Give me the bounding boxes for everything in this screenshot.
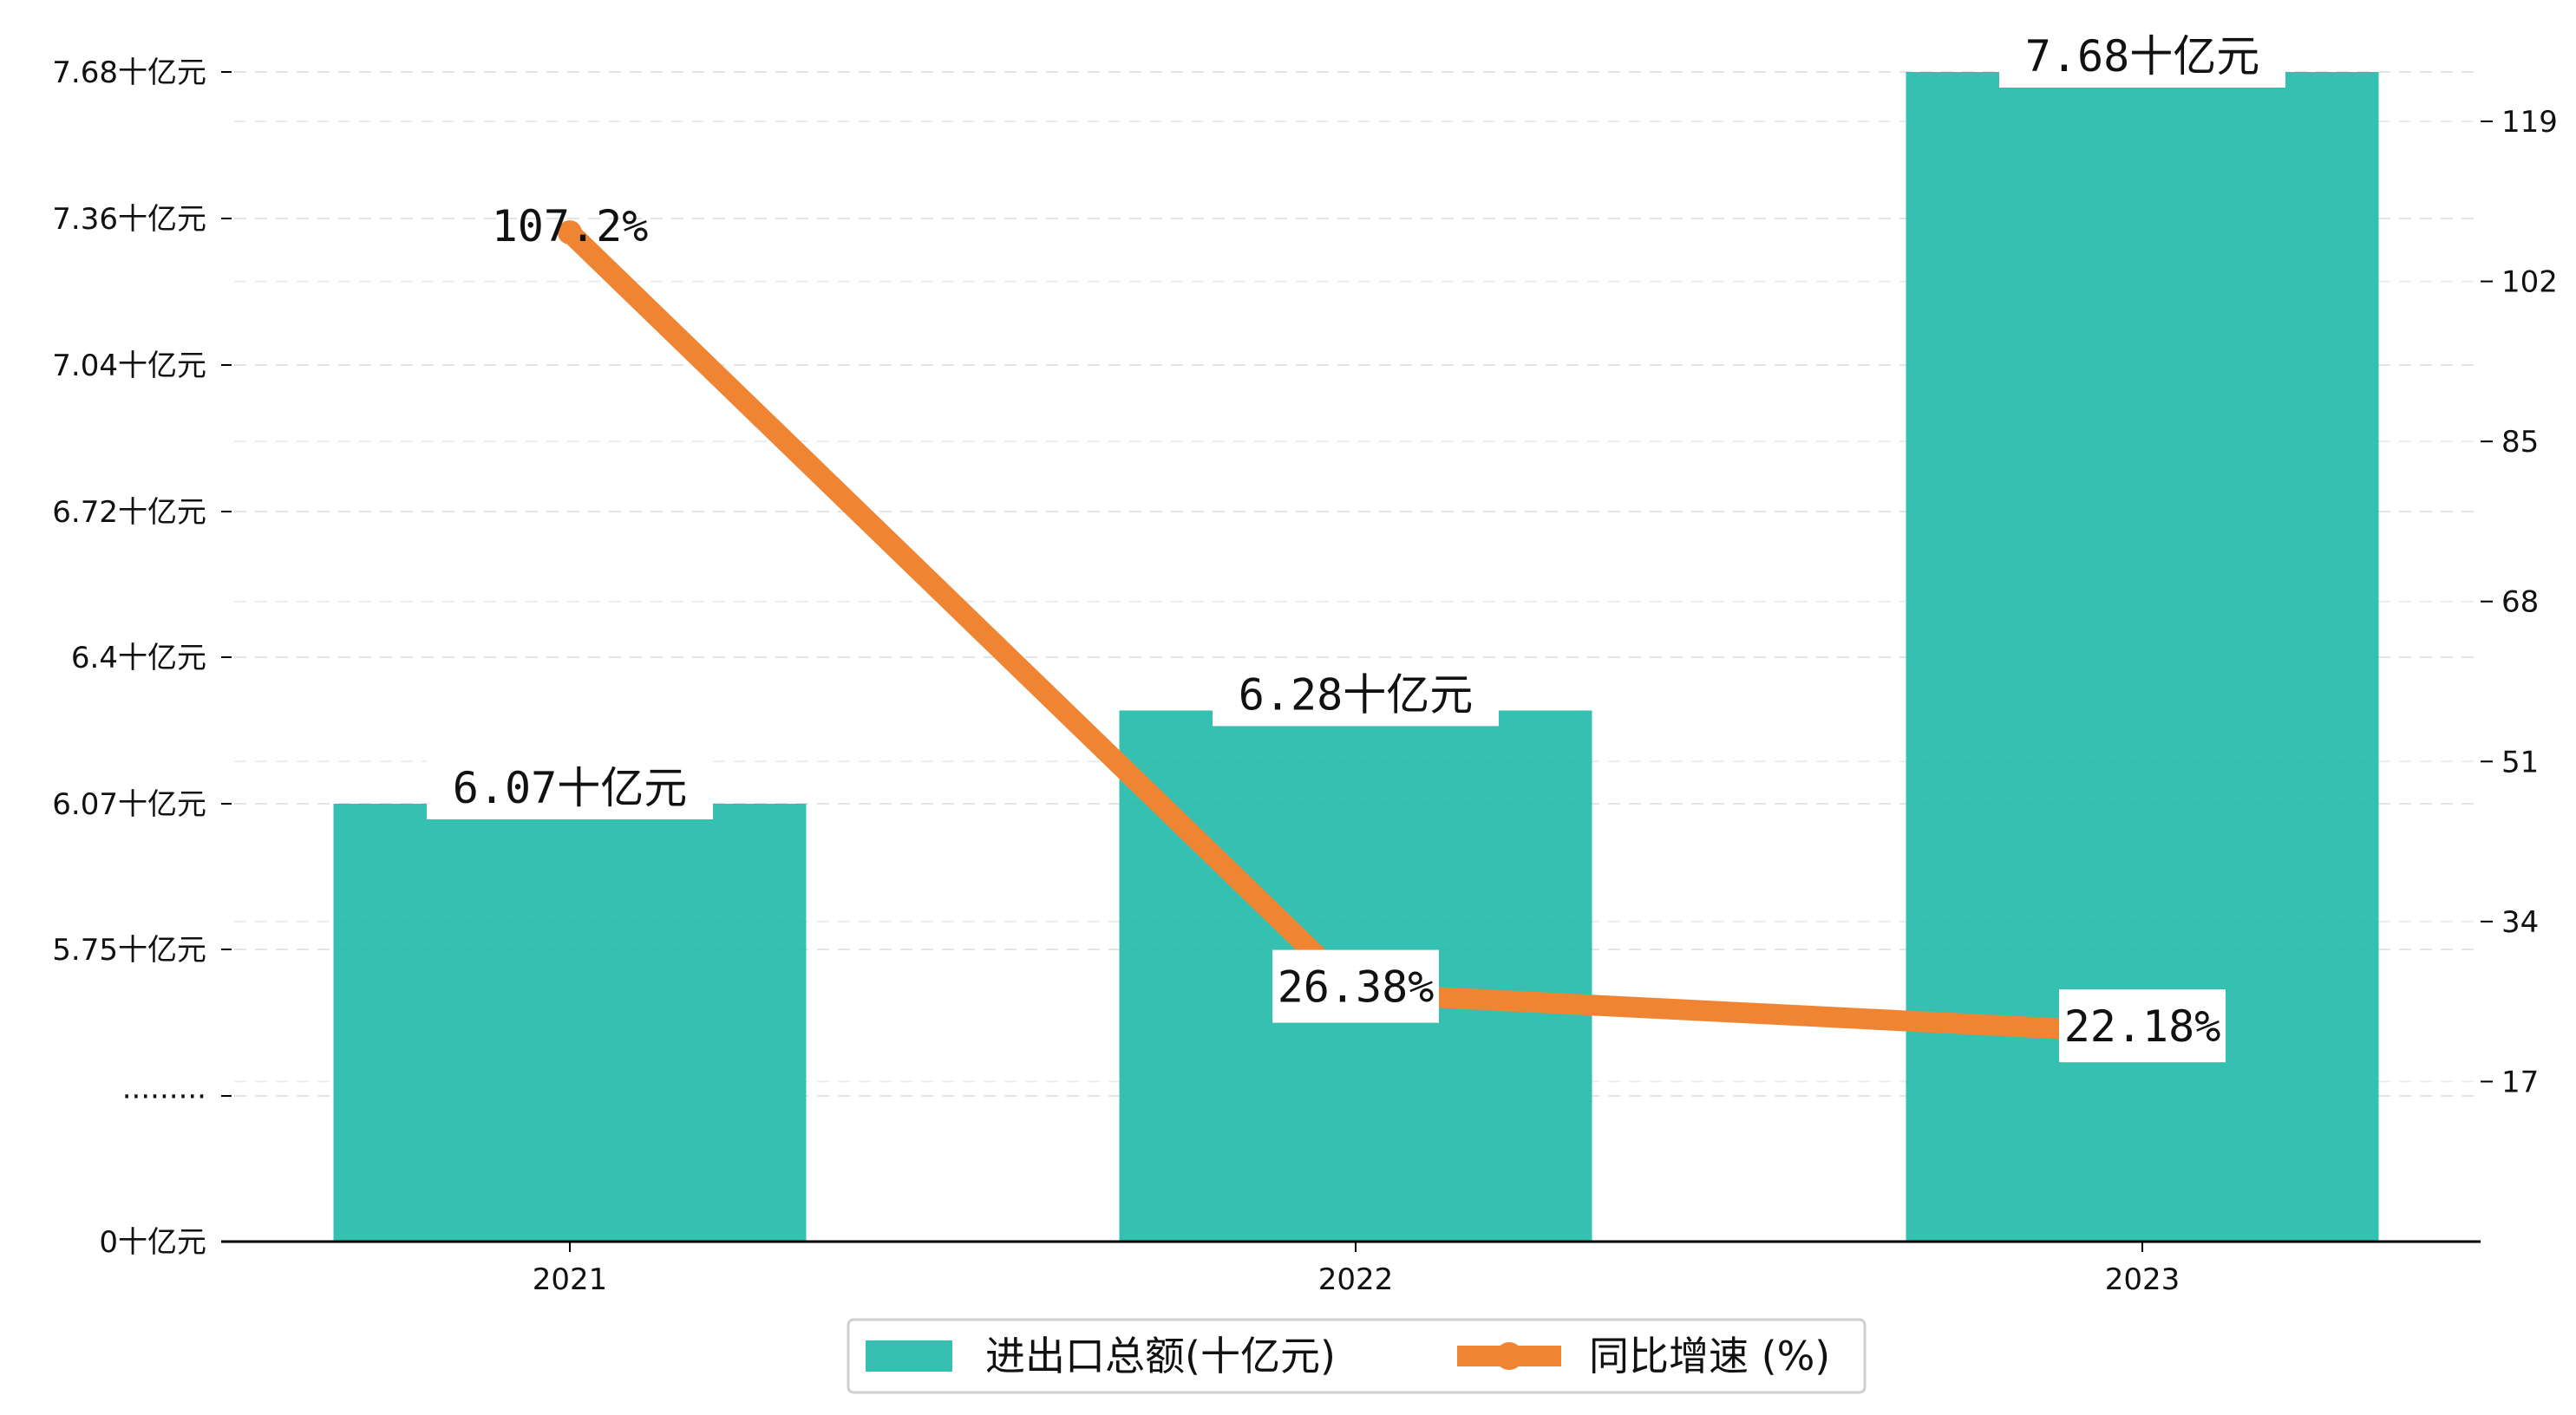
legend-label-bar: 进出口总额(十亿元): [985, 1333, 1336, 1379]
y-right-tick-label: 68: [2501, 585, 2539, 620]
axes: 0十亿元 ········· 5.75十亿元 6.07十亿元 6.4十亿元 6.72十亿元…: [52, 55, 2558, 1297]
y-right-tick-label: 34: [2501, 905, 2539, 940]
y-right-tick-label: 51: [2501, 745, 2539, 779]
legend-label-line: 同比增速 (%): [1589, 1333, 1830, 1379]
x-tick-label: 2022: [1318, 1262, 1394, 1297]
line-value-labels: 107.2% 26.38% 22.18%: [492, 201, 2226, 1063]
bar: [333, 804, 807, 1242]
line-value-label: 26.38%: [1278, 962, 1435, 1013]
x-tick-label: 2021: [533, 1262, 608, 1297]
y-left-tick-label: 0十亿元: [99, 1225, 206, 1260]
bar-label-box: [1999, 29, 2285, 88]
x-tick-label: 2023: [2105, 1262, 2180, 1297]
y-left-tick-label: 6.4十亿元: [71, 641, 206, 675]
y-right-tick-label: 17: [2501, 1065, 2539, 1099]
y-right-tick-label: 85: [2501, 425, 2539, 460]
legend-box: [847, 1318, 1867, 1394]
y-left-tick-label: 7.04十亿元: [52, 349, 206, 383]
bar-value-labels: 6.07十亿元 6.28十亿元 7.68十亿元: [427, 29, 2285, 819]
legend: 进出口总额(十亿元) 同比增速 (%): [847, 1318, 1867, 1394]
bar-value-label: 6.28十亿元: [1239, 669, 1473, 720]
y-left-tick-label: ·········: [122, 1079, 206, 1114]
y-left-tick-label: 7.36十亿元: [52, 202, 206, 237]
line-label-box: [1272, 949, 1439, 1023]
bar-label-box: [1213, 667, 1499, 727]
bar: [1906, 72, 2379, 1242]
bar-label-box: [427, 760, 713, 819]
line-value-label: 22.18%: [2064, 1001, 2221, 1052]
y-right-tick-label: 102: [2501, 265, 2558, 300]
line-point: [558, 220, 582, 245]
y-left-tick-label: 6.72十亿元: [52, 495, 206, 530]
line-label-box: [2059, 989, 2226, 1063]
y-left-tick-label: 7.68十亿元: [52, 55, 206, 90]
legend-swatch-bar: [866, 1340, 952, 1372]
legend-marker: [1495, 1342, 1523, 1370]
y-right-tick-label: 119: [2501, 105, 2558, 140]
y-left-tick-label: 5.75十亿元: [52, 933, 206, 968]
line-value-label: 107.2%: [492, 201, 649, 251]
bar-value-label: 6.07十亿元: [453, 763, 687, 813]
y-left-tick-label: 6.07十亿元: [52, 787, 206, 822]
bar-value-label: 7.68十亿元: [2025, 31, 2259, 82]
